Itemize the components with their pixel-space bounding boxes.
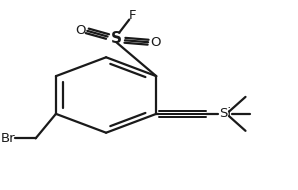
- Text: Br: Br: [1, 132, 15, 145]
- Text: S: S: [111, 31, 122, 46]
- Text: Si: Si: [219, 107, 231, 120]
- Text: F: F: [128, 9, 136, 22]
- Text: O: O: [75, 24, 85, 37]
- Text: O: O: [150, 36, 161, 49]
